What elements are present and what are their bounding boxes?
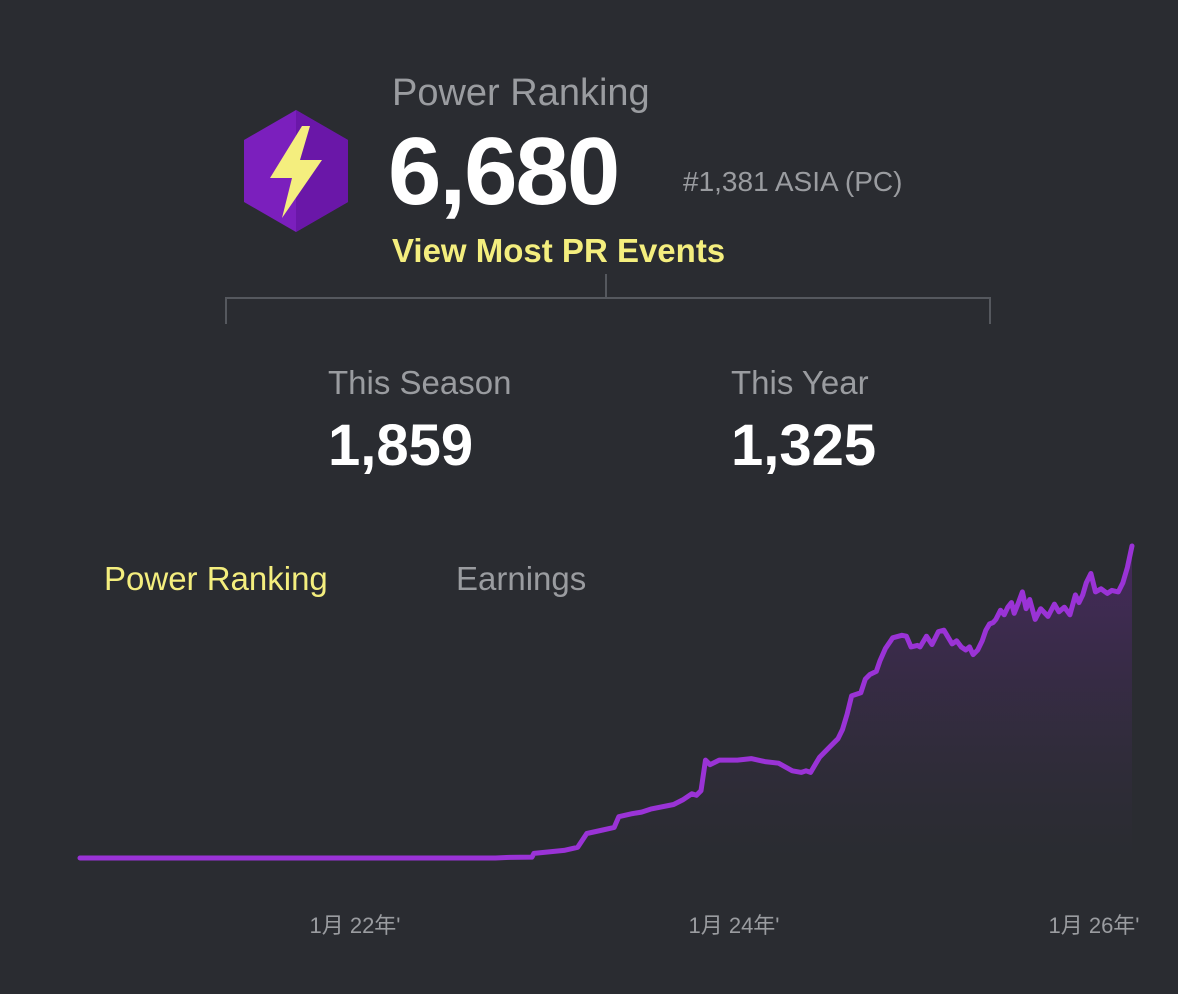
bracket-divider (225, 274, 991, 324)
this-year-value: 1,325 (731, 413, 877, 478)
this-season-label: This Season (328, 364, 512, 401)
lightning-bolt-hexagon-icon (244, 110, 348, 232)
x-tick-label: 1月 26年' (1048, 913, 1139, 938)
this-season-value: 1,859 (328, 413, 474, 478)
chart-series-line (77, 543, 1135, 861)
x-tick-label: 1月 24年' (688, 913, 779, 938)
view-most-pr-events-link[interactable]: View Most PR Events (392, 232, 726, 269)
power-ranking-value: 6,680 (388, 118, 620, 225)
tab-power-ranking[interactable]: Power Ranking (104, 560, 328, 597)
chart-area-fill (80, 546, 1132, 858)
tab-earnings[interactable]: Earnings (456, 560, 587, 597)
region-rank: #1,381 ASIA (PC) (683, 166, 903, 197)
x-tick-label: 1月 22年' (309, 913, 400, 938)
power-ranking-label: Power Ranking (392, 72, 650, 114)
this-year-label: This Year (731, 364, 869, 401)
